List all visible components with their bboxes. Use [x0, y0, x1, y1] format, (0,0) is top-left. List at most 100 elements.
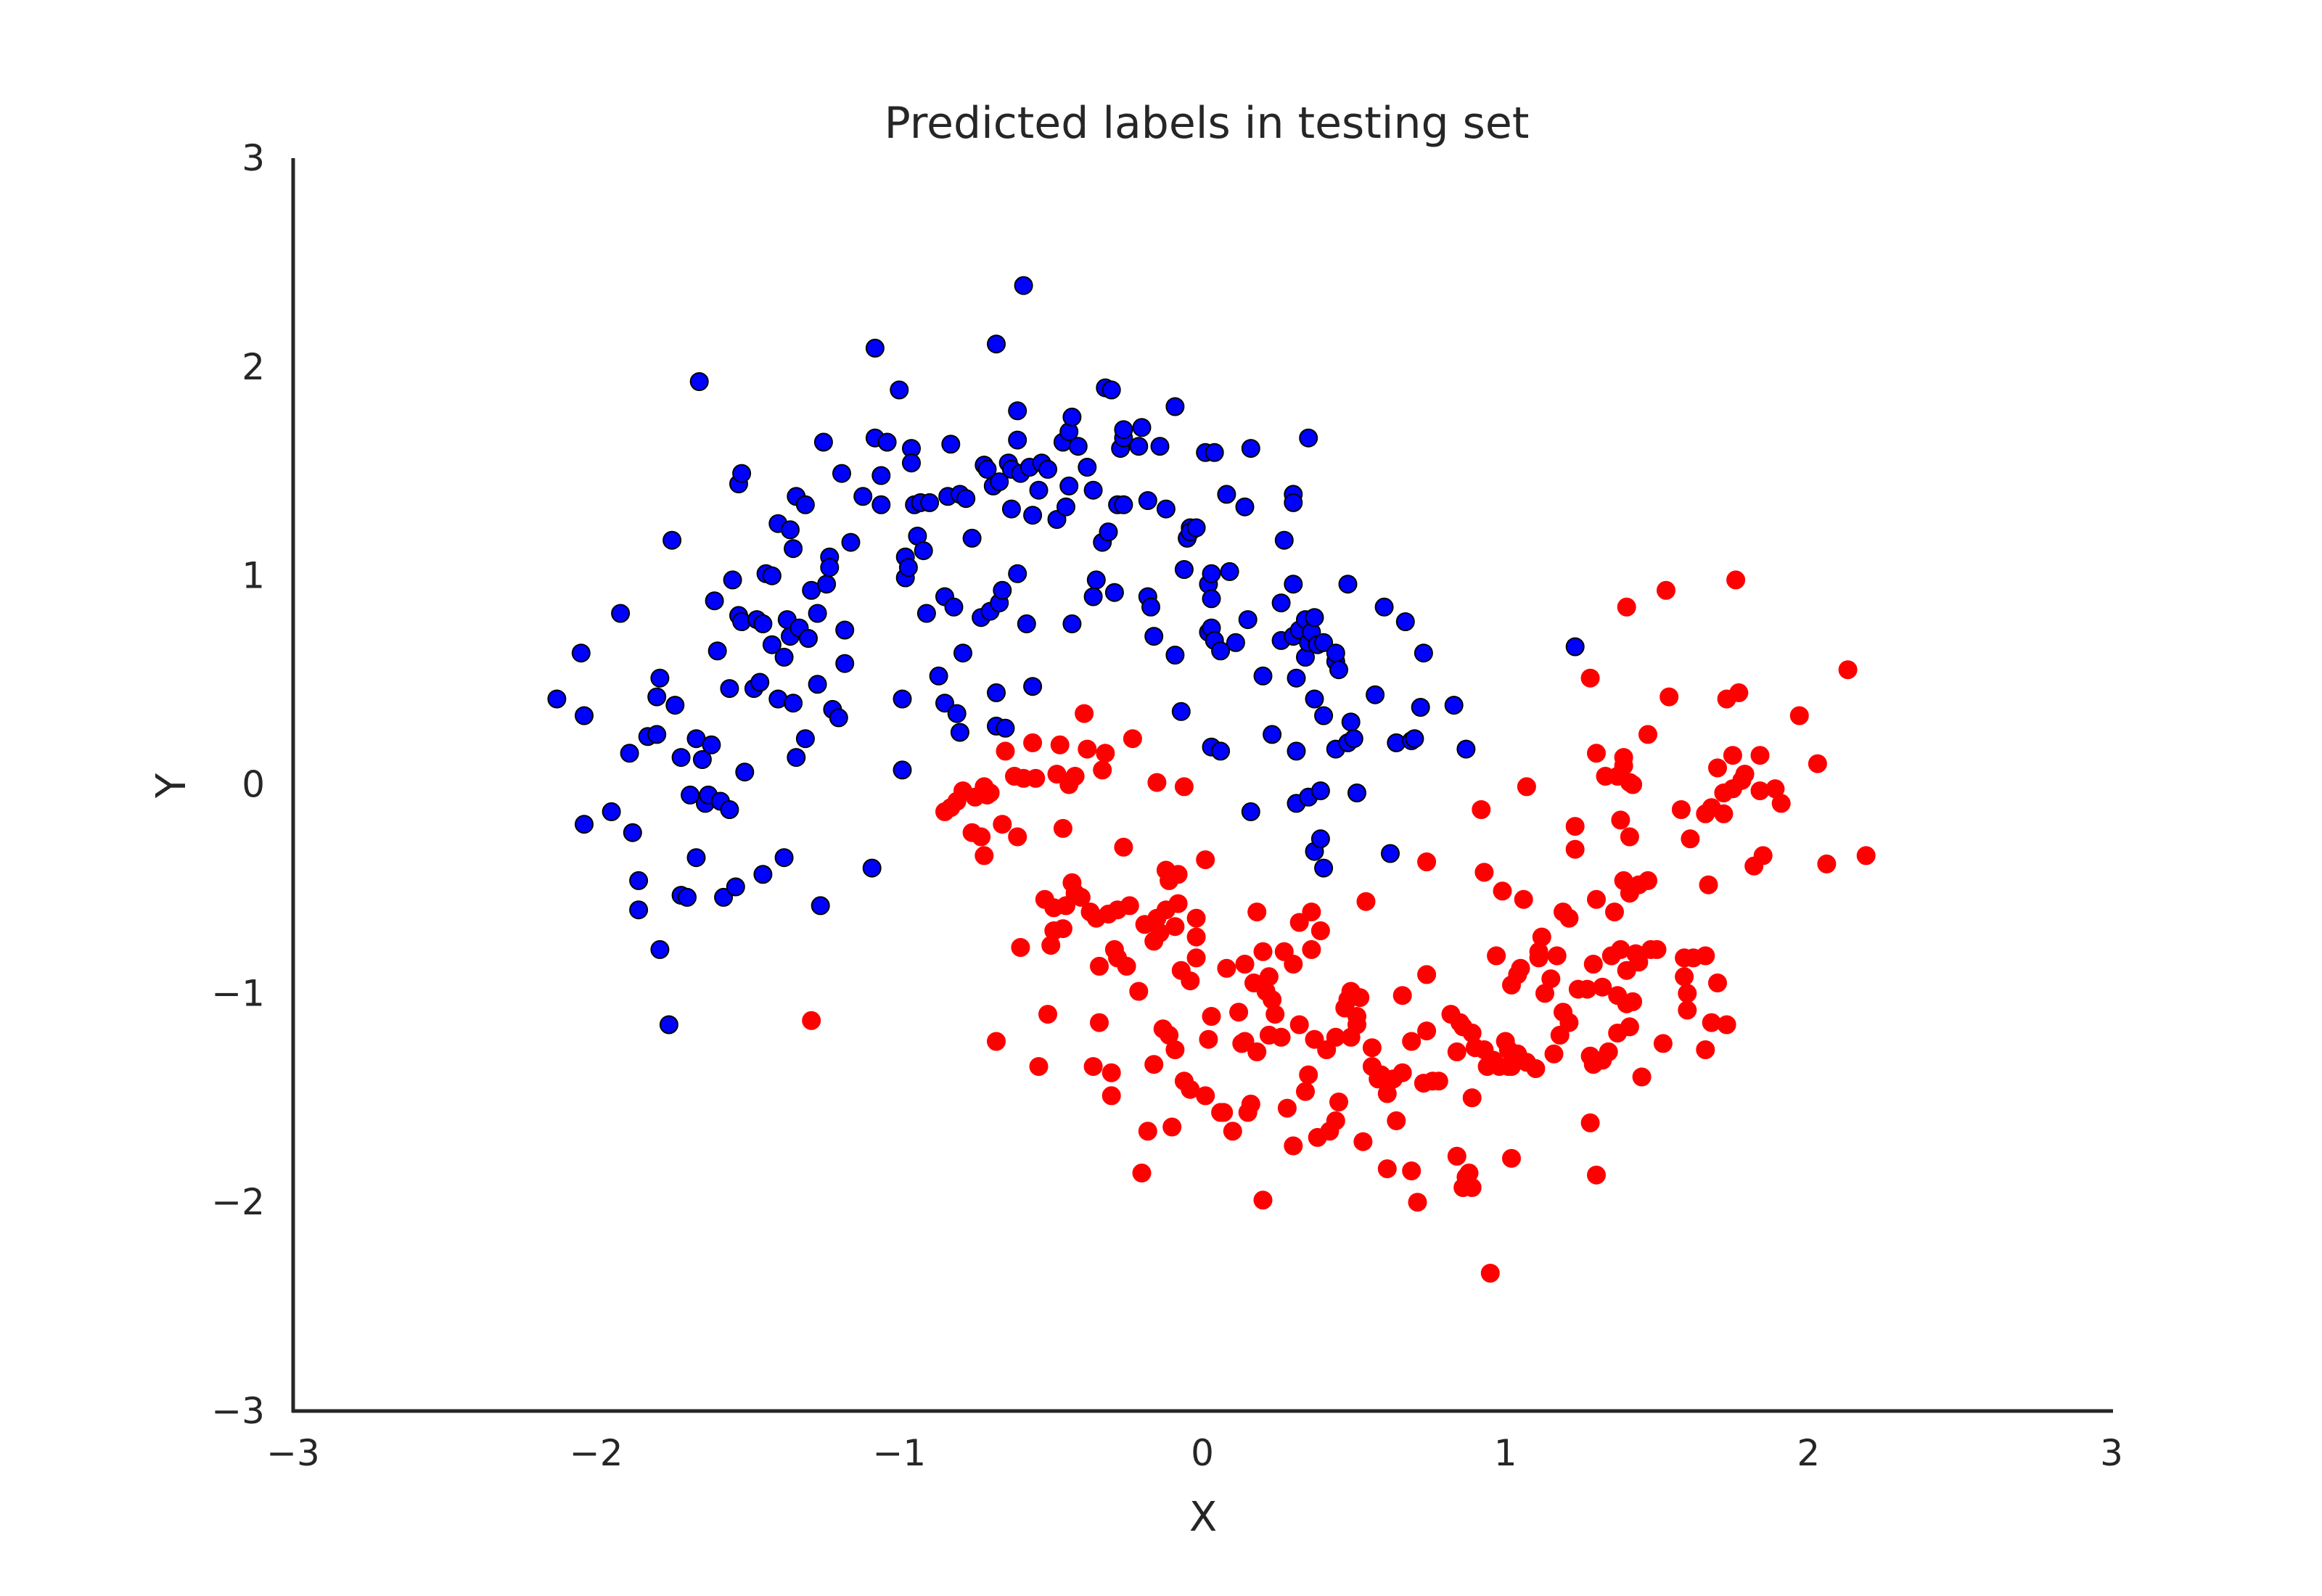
y-tick-label: −2 [211, 1181, 265, 1223]
data-point [1611, 810, 1630, 830]
y-tick-label: 2 [242, 346, 265, 388]
data-point [1023, 677, 1043, 696]
data-point [962, 528, 982, 548]
data-point [1144, 1055, 1164, 1074]
data-point [1023, 506, 1043, 525]
data-point [753, 865, 773, 884]
data-point [1565, 817, 1585, 836]
data-point [1583, 955, 1603, 974]
data-point [1274, 530, 1294, 550]
data-point [1417, 852, 1437, 871]
data-point [1593, 977, 1612, 997]
data-point [1302, 939, 1321, 959]
data-point [650, 668, 670, 688]
data-point [1341, 712, 1361, 732]
data-point [1623, 775, 1643, 794]
data-point [1529, 948, 1548, 968]
data-point [1653, 1034, 1673, 1053]
data-point [1405, 729, 1424, 749]
x-tick-label: 1 [1494, 1432, 1517, 1474]
data-point [1565, 839, 1585, 859]
data-point [1114, 837, 1133, 857]
data-point [774, 848, 794, 868]
data-point [1156, 499, 1176, 519]
data-point [1314, 633, 1334, 652]
data-point [681, 785, 700, 805]
data-point [1165, 646, 1185, 665]
data-point [714, 887, 734, 907]
data-point [1681, 829, 1700, 849]
data-point [1287, 668, 1306, 688]
data-point [1314, 858, 1334, 878]
data-point [1429, 1071, 1448, 1091]
data-point [1559, 908, 1579, 928]
data-point [1284, 575, 1303, 594]
data-point [686, 848, 706, 868]
data-point [1144, 627, 1164, 646]
data-point [990, 472, 1009, 492]
data-point [799, 629, 818, 648]
data-point [929, 666, 948, 686]
data-point [787, 748, 806, 768]
data-point [1660, 687, 1679, 707]
data-point [1387, 1111, 1406, 1130]
x-axis-label: X [1189, 1494, 1217, 1541]
data-point [1493, 881, 1512, 901]
data-point [987, 1032, 1006, 1051]
data-point [1211, 641, 1231, 661]
data-point [862, 858, 882, 878]
data-point [1726, 570, 1746, 590]
data-point [1029, 480, 1049, 500]
data-point [1305, 1029, 1324, 1049]
data-point [1314, 706, 1334, 725]
data-point [1050, 735, 1070, 754]
data-point [941, 435, 961, 454]
data-point [1068, 437, 1088, 456]
data-point [629, 871, 649, 890]
data-point [1480, 1264, 1500, 1283]
data-point [1629, 953, 1649, 972]
data-point [1414, 643, 1433, 663]
data-point [1856, 846, 1876, 865]
data-point [1456, 739, 1476, 759]
data-point [890, 380, 909, 400]
data-point [707, 641, 727, 661]
data-point [1723, 746, 1742, 765]
data-point [1362, 1038, 1382, 1058]
x-tick-label: −1 [872, 1432, 926, 1474]
data-point [1038, 1005, 1057, 1024]
data-point [1174, 777, 1194, 797]
data-point [902, 453, 921, 473]
data-point [1326, 1111, 1345, 1130]
data-point [1138, 1122, 1157, 1141]
data-point [795, 495, 815, 514]
data-point [662, 530, 682, 550]
data-point [820, 558, 840, 577]
data-point [1350, 988, 1370, 1008]
data-point [1329, 1093, 1348, 1111]
data-point [1008, 401, 1027, 421]
data-point [1065, 767, 1085, 786]
data-point [1205, 443, 1224, 462]
data-point [1062, 407, 1082, 427]
data-point [1671, 800, 1691, 819]
data-point [1150, 437, 1170, 456]
data-point [784, 694, 803, 713]
data-point [1310, 781, 1330, 801]
data-point [1717, 1015, 1736, 1034]
data-point [1474, 863, 1494, 882]
data-point [975, 846, 994, 865]
data-point [1402, 1161, 1421, 1180]
data-point [802, 1011, 821, 1030]
data-point [1326, 643, 1345, 663]
data-point [1120, 896, 1139, 916]
data-point [650, 939, 670, 959]
data-point [1168, 865, 1188, 884]
data-point [795, 729, 815, 749]
data-point [1078, 739, 1097, 759]
data-point [1299, 428, 1318, 448]
data-point [835, 654, 855, 673]
scatter-points [547, 276, 1876, 1283]
data-point [1186, 518, 1206, 538]
data-point [944, 597, 964, 617]
